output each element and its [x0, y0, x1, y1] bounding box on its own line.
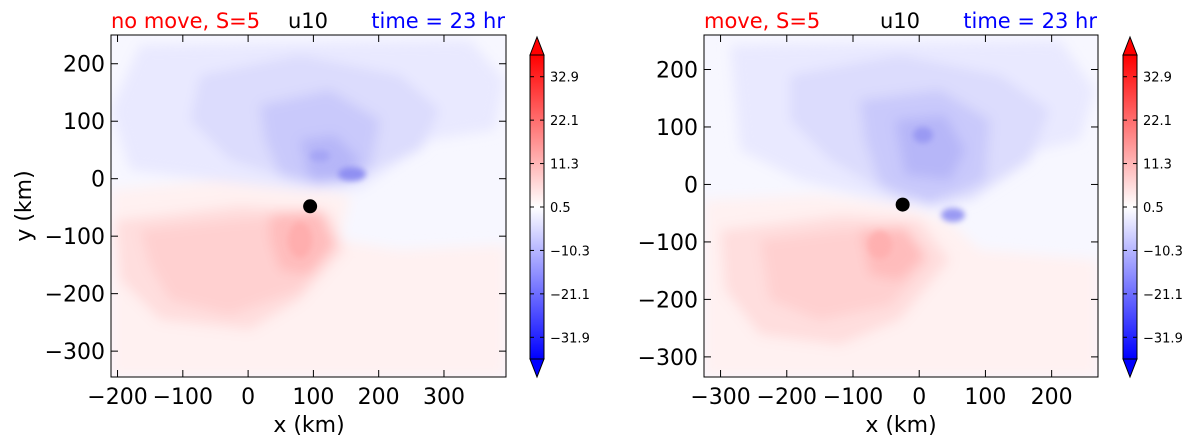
colorbar-tick-label: 32.9: [1143, 71, 1172, 86]
colorbar-tick-label: 22.1: [1143, 114, 1172, 129]
panel-2-colorbar: 32.9 22.1 11.3 0.5 −10.3 −21.1 −31.9: [1122, 35, 1183, 379]
x-tick-label: −200: [757, 385, 817, 410]
panel-2-storm-center-marker: [895, 197, 910, 212]
panel-2-axes-frame: [703, 34, 1099, 378]
panel-1-title-center: u10: [288, 9, 328, 33]
y-tick-label: −300: [638, 346, 698, 371]
colorbar-tick-label: −10.3: [1143, 244, 1183, 259]
panel-2-x-axis-label: x (km): [865, 413, 936, 438]
panel-1-title-left: no move, S=5: [111, 9, 260, 33]
panel-2-title-center: u10: [880, 9, 920, 33]
y-tick-label: −200: [45, 283, 105, 308]
x-tick-label: 300: [423, 385, 465, 410]
y-tick-label: 0: [91, 168, 105, 193]
panel-1-y-axis-label: y (km): [12, 170, 37, 241]
x-tick-label: −100: [823, 385, 883, 410]
panel-2-title-left: move, S=5: [704, 9, 820, 33]
x-tick-label: 100: [292, 385, 334, 410]
colorbar-tick-label: 22.1: [550, 114, 579, 129]
panel-1-title-right: time = 23 hr: [371, 9, 505, 33]
y-tick-label: 200: [63, 53, 105, 78]
x-tick-label: −100: [153, 385, 213, 410]
x-tick-label: −200: [87, 385, 147, 410]
colorbar-tick-label: 11.3: [1143, 158, 1172, 173]
x-tick-label: 200: [358, 385, 400, 410]
y-tick-label: 200: [656, 58, 698, 83]
colorbar-tick-label: 0.5: [1143, 201, 1164, 216]
y-tick-label: −100: [638, 231, 698, 256]
x-tick-label: 100: [964, 385, 1006, 410]
panel-1-storm-center-marker: [303, 199, 318, 214]
panel-1-x-axis-label: x (km): [273, 413, 344, 438]
colorbar-tick-label: −31.9: [550, 331, 590, 346]
colorbar-tick-label: 32.9: [550, 71, 579, 86]
panel-1-colorbar: 32.9 22.1 11.3 0.5 −10.3 −21.1 −31.9: [529, 35, 590, 379]
colorbar-tick-label: −31.9: [1143, 331, 1183, 346]
colorbar-tick-label: 11.3: [550, 158, 579, 173]
colorbar-tick-label: −21.1: [1143, 288, 1183, 303]
x-tick-label: 200: [1031, 385, 1073, 410]
y-tick-label: −100: [45, 225, 105, 250]
colorbar-tick-label: −21.1: [550, 288, 590, 303]
panel-1-axes-frame: [110, 34, 507, 378]
x-tick-label: 0: [912, 385, 926, 410]
y-tick-label: 100: [63, 110, 105, 135]
colorbar-tick-label: −10.3: [550, 244, 590, 259]
x-tick-label: −300: [690, 385, 750, 410]
y-tick-label: −200: [638, 288, 698, 313]
panel-2-title-right: time = 23 hr: [963, 9, 1097, 33]
x-tick-label: 0: [241, 385, 255, 410]
y-tick-label: 0: [684, 173, 698, 198]
panel-1-field: [111, 35, 506, 377]
y-tick-label: 100: [656, 116, 698, 141]
y-tick-label: −300: [45, 340, 105, 365]
colorbar-tick-label: 0.5: [550, 201, 571, 216]
